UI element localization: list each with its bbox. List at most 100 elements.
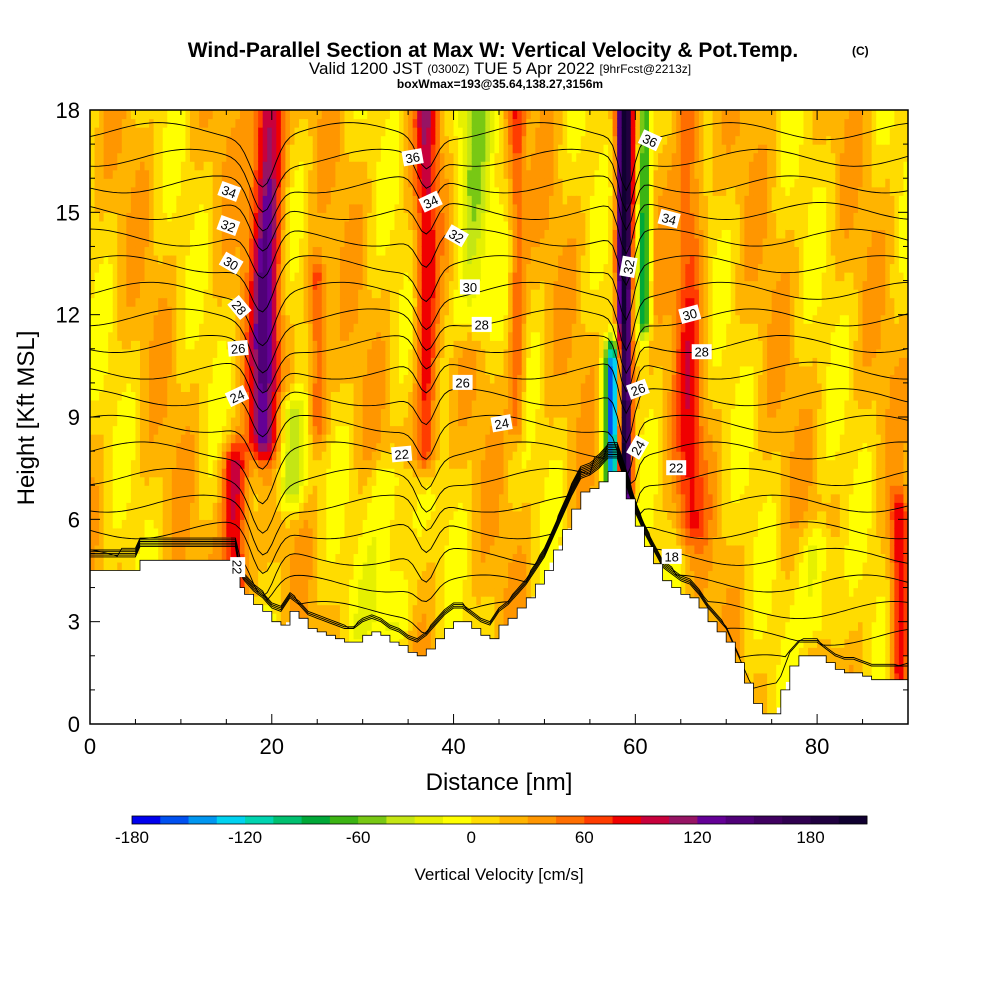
velocity-cell [426,374,432,384]
velocity-cell [403,391,409,401]
velocity-cell [244,399,250,410]
velocity-cell [399,127,405,137]
velocity-cell [285,178,291,188]
velocity-cell [112,110,118,120]
velocity-cell [371,144,377,154]
velocity-cell [117,254,123,265]
velocity-cell [399,178,405,188]
velocity-cell [303,340,309,350]
velocity-cell [244,203,250,213]
velocity-cell [126,340,132,350]
velocity-cell [403,434,409,444]
velocity-cell [235,510,241,520]
velocity-cell [121,110,127,120]
velocity-cell [103,340,109,350]
velocity-cell [380,596,386,606]
velocity-cell [271,579,277,589]
velocity-cell [367,280,373,290]
velocity-cell [353,544,359,555]
velocity-cell [103,289,109,299]
velocity-cell [217,468,223,478]
velocity-cell [458,544,464,555]
velocity-cell [449,579,455,589]
velocity-cell [276,220,282,230]
velocity-cell [99,152,105,162]
velocity-cell [144,289,150,299]
velocity-cell [299,374,305,384]
velocity-cell [426,365,432,375]
velocity-cell [303,399,309,410]
velocity-cell [130,442,137,452]
velocity-cell [103,365,109,375]
velocity-cell [90,434,96,444]
velocity-cell [271,237,277,248]
velocity-cell [103,459,109,469]
velocity-cell [421,144,427,154]
velocity-cell [135,434,141,444]
velocity-cell [249,391,255,401]
velocity-cell [308,195,314,205]
velocity-cell [135,306,141,316]
velocity-cell [385,561,391,572]
velocity-cell [408,425,414,435]
velocity-cell [217,272,223,282]
velocity-cell [99,220,105,230]
velocity-cell [194,297,200,307]
velocity-cell [403,476,409,486]
velocity-cell [403,579,409,589]
velocity-cell [176,485,182,495]
velocity-cell [153,110,159,120]
velocity-cell [239,510,246,520]
velocity-cell [235,127,241,137]
velocity-cell [94,306,100,316]
velocity-cell [430,374,436,384]
velocity-cell [139,229,146,239]
velocity-cell [126,536,132,546]
velocity-cell [353,613,359,623]
velocity-cell [194,127,200,137]
velocity-cell [226,502,232,512]
velocity-cell [90,152,96,162]
velocity-cell [430,485,436,495]
velocity-cell [412,280,418,290]
velocity-cell [144,152,150,162]
velocity-cell [421,306,427,316]
velocity-cell [371,110,377,120]
velocity-cell [308,186,314,196]
velocity-cell [244,408,250,418]
velocity-cell [271,544,277,555]
velocity-cell [230,212,237,222]
velocity-cell [276,442,282,452]
velocity-cell [217,127,223,137]
velocity-cell [389,527,396,537]
velocity-cell [158,229,164,239]
velocity-cell [280,442,287,452]
velocity-cell [467,613,473,623]
velocity-cell [312,178,318,188]
velocity-cell [394,152,400,162]
velocity-cell [262,544,268,555]
velocity-cell [276,246,282,256]
velocity-cell [194,314,200,324]
velocity-cell [221,391,227,401]
velocity-cell [144,323,150,333]
velocity-cell [117,510,123,520]
velocity-cell [449,442,455,452]
velocity-cell [267,382,273,393]
velocity-cell [321,579,327,589]
velocity-cell [371,382,377,393]
velocity-cell [253,579,259,589]
velocity-cell [94,340,100,350]
velocity-cell [221,169,227,179]
velocity-cell [462,152,468,162]
velocity-cell [99,331,105,341]
velocity-cell [212,314,218,324]
velocity-cell [280,144,287,154]
velocity-cell [90,425,96,435]
velocity-cell [126,527,132,537]
velocity-cell [208,382,214,393]
velocity-cell [349,203,355,213]
velocity-cell [417,468,423,478]
velocity-cell [408,348,414,358]
velocity-cell [235,468,241,478]
